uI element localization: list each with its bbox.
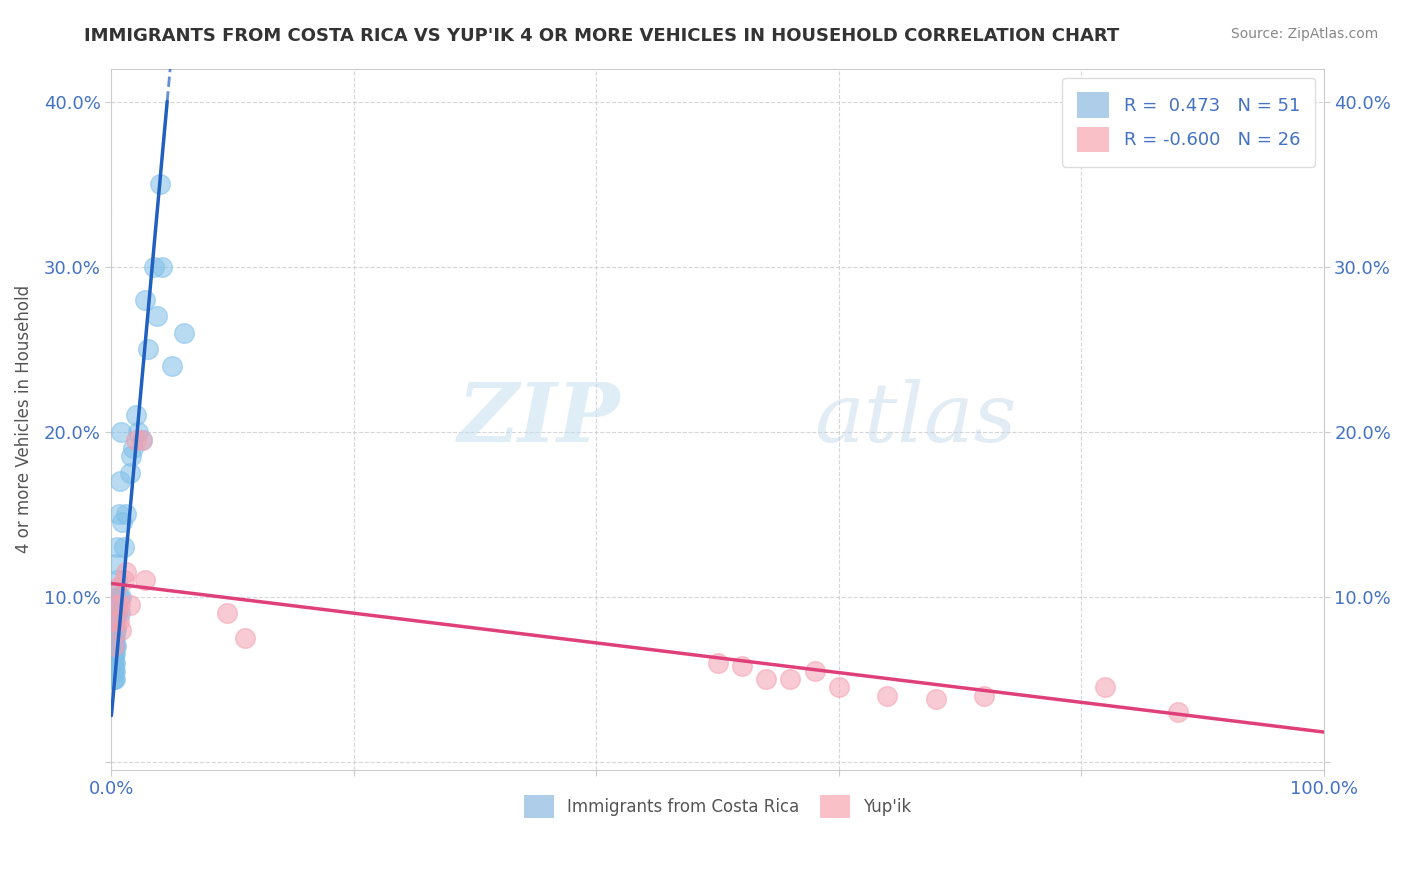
Point [105,582,128,596]
Text: IMMIGRANTS FROM COSTA RICA VS YUP'IK 4 OR MORE VEHICLES IN HOUSEHOLD CORRELATION: IMMIGRANTS FROM COSTA RICA VS YUP'IK 4 O… [84,27,1119,45]
Point [101,656,124,670]
Point [142,260,165,274]
Point [755,672,778,686]
Point [104,664,127,678]
Point [103,664,125,678]
Point [104,623,127,637]
Point [103,639,125,653]
Point [122,441,145,455]
Point [101,664,124,678]
Point [104,656,127,670]
Point [731,659,754,673]
Point [108,606,131,620]
Point [118,598,141,612]
Point [111,516,134,530]
Point [105,590,128,604]
Point [112,573,135,587]
Point [104,648,127,662]
Point [120,450,142,464]
Point [105,639,128,653]
Point [105,557,128,571]
Point [104,615,127,629]
Point [131,433,153,447]
Point [104,639,127,653]
Text: atlas: atlas [814,379,1017,459]
Point [118,466,141,480]
Point [108,474,131,488]
Point [101,648,124,662]
Point [107,606,129,620]
Point [107,590,129,604]
Point [149,177,172,191]
Point [160,359,183,373]
Y-axis label: 4 or more Vehicles in Household: 4 or more Vehicles in Household [15,285,32,553]
Point [115,565,138,579]
Point [103,623,125,637]
Point [101,672,124,686]
Point [136,342,159,356]
Point [107,507,129,521]
Point [103,656,125,670]
Point [107,598,129,612]
Point [124,433,146,447]
Legend: Immigrants from Costa Rica, Yup'ik: Immigrants from Costa Rica, Yup'ik [517,788,918,825]
Point [925,692,948,706]
Point [110,590,132,604]
Text: ZIP: ZIP [458,379,620,459]
Point [173,326,195,340]
Point [706,656,728,670]
Point [105,623,128,637]
Point [103,648,125,662]
Text: Source: ZipAtlas.com: Source: ZipAtlas.com [1230,27,1378,41]
Point [131,433,153,447]
Point [103,639,125,653]
Point [124,408,146,422]
Point [973,689,995,703]
Point [104,631,127,645]
Point [107,540,129,554]
Point [103,631,125,645]
Point [233,631,256,645]
Point [110,623,132,637]
Point [104,672,127,686]
Point [1094,681,1116,695]
Point [103,672,125,686]
Point [146,309,169,323]
Point [105,606,128,620]
Point [107,573,129,587]
Point [104,615,127,629]
Point [779,672,801,686]
Point [112,540,135,554]
Point [115,507,138,521]
Point [876,689,898,703]
Point [108,598,131,612]
Point [127,425,149,439]
Point [150,260,173,274]
Point [215,606,238,620]
Point [134,573,156,587]
Point [110,425,132,439]
Point [803,664,825,678]
Point [107,615,129,629]
Point [1167,705,1189,719]
Point [134,293,156,307]
Point [101,639,124,653]
Point [828,681,851,695]
